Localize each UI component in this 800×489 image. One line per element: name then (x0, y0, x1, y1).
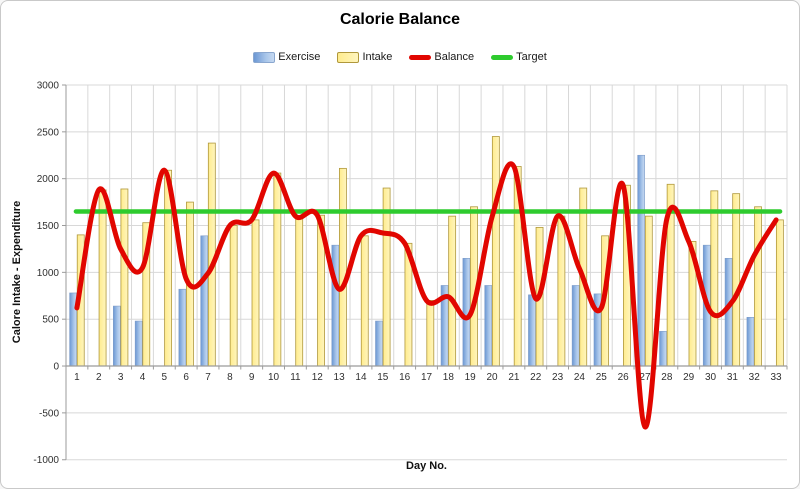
bar-intake (273, 172, 282, 367)
bar-intake (557, 215, 566, 367)
x-tick-label: 3 (118, 372, 124, 383)
x-tick-label: 1 (74, 372, 80, 383)
exercise-bar-swatch-icon (253, 51, 276, 63)
x-tick-label: 14 (355, 372, 367, 383)
bar-intake (98, 189, 107, 367)
x-tick-label: 19 (465, 372, 477, 383)
bar-exercise (528, 294, 536, 367)
bar-exercise (484, 285, 493, 367)
x-tick-label: 31 (727, 372, 739, 383)
x-tick-label: 10 (268, 372, 280, 383)
x-tick-label: 6 (183, 372, 189, 383)
target-line-swatch-icon (491, 54, 514, 60)
chart-legend: Exercise Intake Balance Target (1, 51, 799, 63)
x-tick-label: 22 (530, 372, 542, 383)
x-axis-title: Day No. (406, 460, 447, 472)
bar-intake (448, 215, 457, 367)
bar-exercise (200, 235, 209, 367)
x-tick-label: 21 (508, 372, 520, 383)
legend-label-intake: Intake (362, 51, 393, 63)
x-tick-label: 33 (771, 372, 783, 383)
bar-intake (251, 219, 260, 367)
bar-intake (360, 235, 369, 367)
x-tick-label: 9 (249, 372, 255, 383)
bar-intake (710, 190, 719, 367)
bar-intake (426, 300, 435, 367)
legend-label-balance: Balance (434, 51, 475, 63)
x-tick-label: 4 (140, 372, 146, 383)
bar-intake (339, 167, 347, 367)
x-tick-label: 17 (421, 372, 433, 383)
y-tick-label: 500 (42, 315, 59, 326)
legend-label-exercise: Exercise (278, 51, 321, 63)
bar-exercise (571, 285, 580, 367)
x-tick-label: 16 (399, 372, 411, 383)
bar-exercise (637, 154, 645, 367)
x-tick-label: 24 (574, 372, 586, 383)
bar-exercise (134, 320, 143, 367)
bar-intake (754, 206, 762, 367)
x-tick-label: 20 (486, 372, 498, 383)
bar-exercise (375, 320, 383, 367)
bar-intake (120, 188, 129, 367)
bar-intake (491, 136, 500, 367)
bar-intake (775, 219, 784, 367)
x-tick-label: 18 (443, 372, 455, 383)
y-tick-label: 1000 (37, 268, 60, 279)
legend-item-intake[interactable]: Intake (337, 51, 392, 63)
bar-exercise (178, 288, 187, 367)
x-tick-label: 2 (96, 372, 102, 383)
x-tick-label: 29 (683, 372, 695, 383)
legend-label-target: Target (516, 51, 547, 63)
x-tick-label: 27 (639, 372, 651, 383)
x-tick-label: 26 (618, 372, 630, 383)
bar-exercise (746, 317, 755, 367)
x-tick-label: 25 (596, 372, 608, 383)
y-tick-label: 2000 (37, 174, 60, 185)
bar-intake (382, 187, 391, 367)
y-tick-label: 3000 (37, 81, 60, 92)
x-tick-label: 12 (312, 372, 324, 383)
x-tick-label: 8 (227, 372, 233, 383)
y-tick-label: -500 (39, 408, 59, 419)
bar-intake (295, 215, 304, 367)
legend-item-balance[interactable]: Balance (409, 51, 474, 63)
balance-line-swatch-icon (409, 54, 432, 60)
x-tick-label: 30 (705, 372, 717, 383)
bar-intake (207, 142, 216, 367)
x-tick-label: 11 (290, 372, 301, 383)
bar-intake (644, 215, 653, 367)
x-tick-label: 23 (552, 372, 564, 383)
x-tick-label: 15 (377, 372, 389, 383)
x-tick-label: 32 (749, 372, 761, 383)
bar-exercise (113, 305, 121, 367)
bar-exercise (659, 331, 667, 367)
balance-line (74, 161, 779, 430)
y-axis-title: Calore Intake - Expenditure (11, 200, 23, 344)
x-tick-label: 28 (661, 372, 673, 383)
x-tick-label: 13 (334, 372, 346, 383)
bar-intake (229, 225, 238, 367)
bar-intake (732, 193, 741, 367)
y-tick-label: -1000 (33, 455, 59, 466)
bar-exercise (331, 244, 340, 367)
y-tick-label: 0 (53, 362, 59, 373)
y-tick-label: 2500 (37, 127, 60, 138)
legend-item-target[interactable]: Target (491, 51, 547, 63)
x-tick-label: 5 (162, 372, 168, 383)
y-tick-label: 1500 (37, 221, 60, 232)
x-tick-label: 7 (205, 372, 211, 383)
intake-bar-swatch-icon (337, 51, 360, 63)
chart-title: Calorie Balance (339, 11, 461, 28)
legend-item-exercise[interactable]: Exercise (253, 51, 320, 63)
